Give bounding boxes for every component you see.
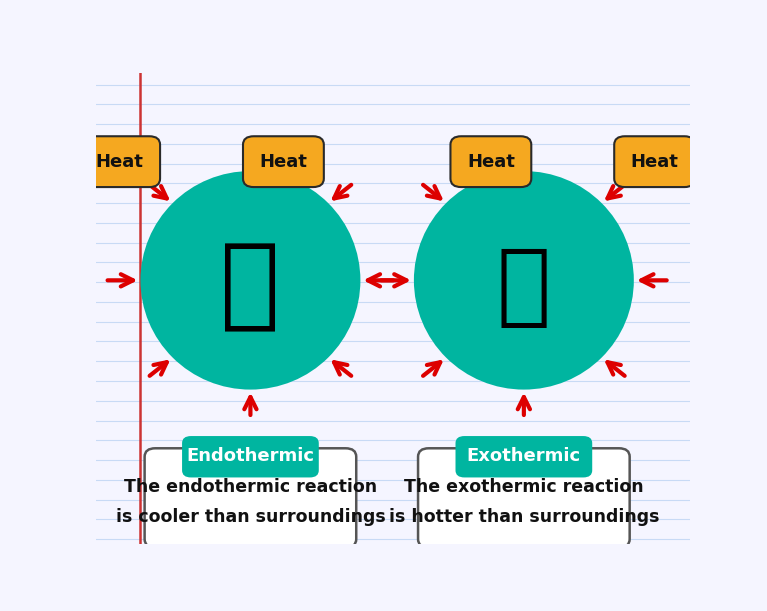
FancyBboxPatch shape [79,136,160,187]
FancyBboxPatch shape [456,436,592,477]
FancyBboxPatch shape [182,436,319,477]
Ellipse shape [140,171,360,390]
Text: 🔥: 🔥 [220,239,281,336]
Text: The exothermic reaction
is hotter than surroundings: The exothermic reaction is hotter than s… [389,478,659,525]
Text: Endothermic: Endothermic [186,447,314,465]
FancyBboxPatch shape [243,136,324,187]
Text: Heat: Heat [96,153,143,170]
FancyBboxPatch shape [614,136,695,187]
Text: 🧊: 🧊 [497,243,551,331]
FancyBboxPatch shape [145,448,356,547]
Ellipse shape [414,171,634,390]
Text: Heat: Heat [630,153,679,170]
Text: Exothermic: Exothermic [467,447,581,465]
Text: Heat: Heat [467,153,515,170]
Text: Heat: Heat [259,153,308,170]
Text: The endothermic reaction
is cooler than surroundings: The endothermic reaction is cooler than … [116,478,385,525]
FancyBboxPatch shape [418,448,630,547]
FancyBboxPatch shape [450,136,532,187]
